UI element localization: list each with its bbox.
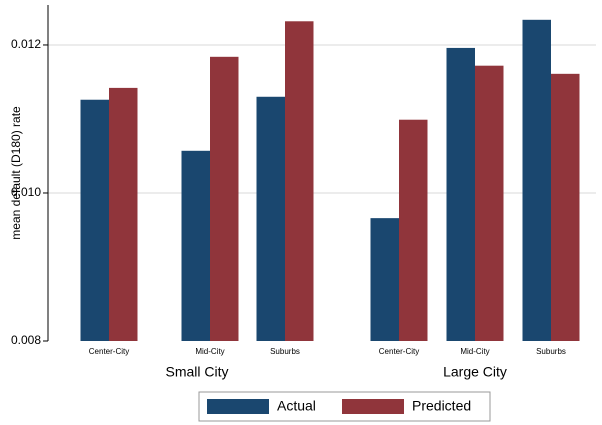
bar [80,99,109,341]
legend-swatch [207,399,269,414]
legend-swatch [342,399,404,414]
group-label: Large City [443,364,507,380]
x-tick-label: Suburbs [270,347,300,356]
legend-label: Predicted [412,398,471,414]
y-tick-label: 0.012 [11,37,41,51]
bar [399,119,428,341]
bar [109,87,138,342]
x-tick-label: Center-City [89,347,129,356]
x-tick-label: Suburbs [536,347,566,356]
group-label: Small City [165,364,228,380]
bar [181,150,210,341]
x-tick-label: Center-City [379,347,419,356]
bar [285,21,314,341]
x-tick-label: Mid-City [195,347,224,356]
bar [446,47,475,341]
bar [256,96,285,341]
y-tick-label: 0.008 [11,333,41,347]
bar [210,56,239,342]
legend-label: Actual [277,398,316,414]
bar [551,73,580,342]
x-tick-label: Mid-City [460,347,489,356]
bar [370,218,399,341]
bar [475,65,504,341]
y-tick-label: 0.010 [11,185,41,199]
y-axis-label: mean default (D180) rate [9,106,23,240]
bar [522,19,551,342]
